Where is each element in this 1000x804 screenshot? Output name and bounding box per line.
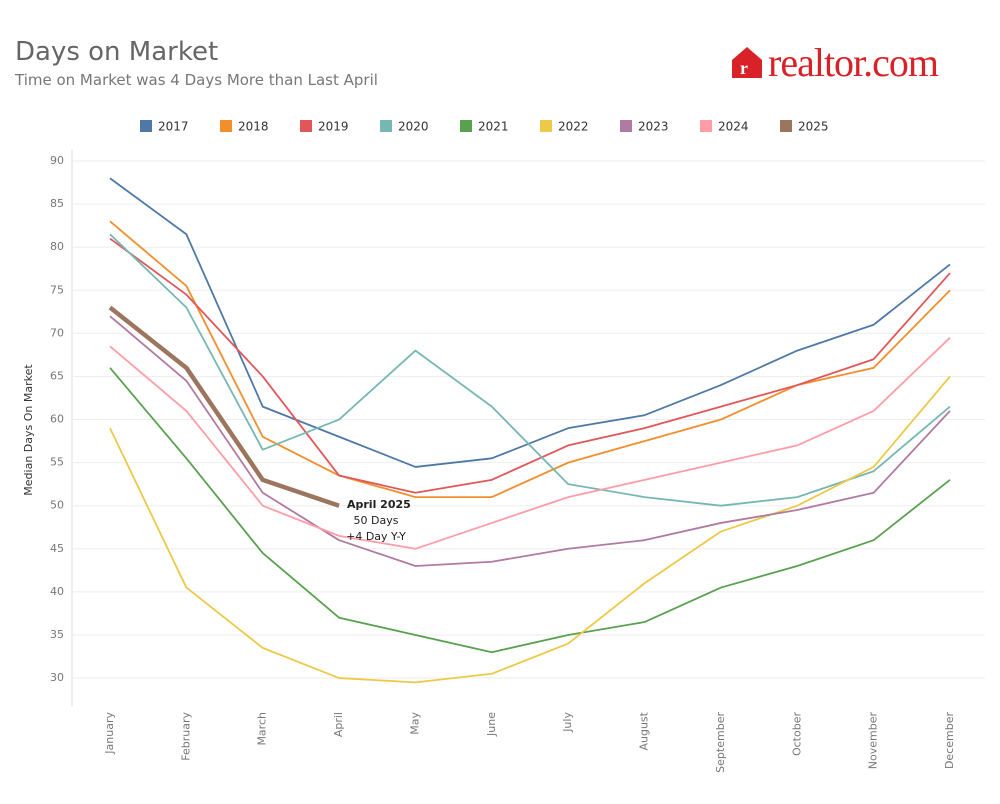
y-tick-label: 70 (50, 326, 64, 339)
y-tick-label: 85 (50, 197, 64, 210)
logo: realtor.com (768, 40, 939, 85)
legend-label: 2019 (318, 120, 349, 134)
legend-swatch (620, 120, 632, 132)
legend-swatch (700, 120, 712, 132)
chart-title: Days on Market (15, 37, 218, 67)
legend-label: 2021 (478, 120, 509, 134)
series-line (109, 375, 951, 684)
legend-swatch (540, 120, 552, 132)
legend-label: 2020 (398, 120, 429, 134)
y-tick-label: 80 (50, 240, 64, 253)
x-tick-label: March (256, 712, 269, 746)
legend-swatch (380, 120, 392, 132)
series-line (109, 237, 951, 494)
x-tick-label: November (867, 712, 880, 770)
legend-label: 2022 (558, 120, 589, 134)
legend-label: 2023 (638, 120, 669, 134)
legend-swatch (460, 120, 472, 132)
y-tick-label: 90 (50, 154, 64, 167)
y-tick-label: 65 (50, 369, 64, 382)
x-tick-label: December (943, 712, 956, 770)
annotation: +4 Day Y-Y (346, 530, 406, 543)
legend-swatch (780, 120, 792, 132)
series-line (108, 305, 340, 508)
legend-label: 2024 (718, 120, 749, 134)
series-line (109, 220, 951, 498)
x-tick-label: October (790, 712, 803, 756)
x-tick-label: May (408, 712, 421, 735)
y-tick-label: 60 (50, 413, 64, 426)
svg-text:r: r (740, 58, 748, 78)
legend-label: 2025 (798, 120, 829, 134)
y-tick-label: 35 (50, 628, 64, 641)
legend-swatch (300, 120, 312, 132)
series-line (109, 367, 951, 654)
y-tick-label: 45 (50, 542, 64, 555)
legend-swatch (220, 120, 232, 132)
annotation: 50 Days (354, 514, 399, 527)
legend-label: 2018 (238, 120, 269, 134)
x-tick-label: January (103, 712, 116, 755)
chart-subtitle: Time on Market was 4 Days More than Last… (14, 71, 378, 89)
x-tick-label: August (638, 711, 651, 750)
y-tick-label: 75 (50, 283, 64, 296)
y-tick-label: 50 (50, 499, 64, 512)
x-tick-label: April (332, 712, 345, 737)
series-line (109, 337, 951, 550)
x-tick-label: June (485, 712, 498, 737)
series-line (109, 233, 951, 507)
y-tick-label: 55 (50, 456, 64, 469)
series-line (109, 315, 951, 567)
x-tick-label: February (179, 712, 192, 761)
x-tick-label: September (714, 712, 727, 773)
y-tick-label: 40 (50, 585, 64, 598)
legend-label: 2017 (158, 120, 189, 134)
series-line (109, 177, 951, 468)
logo-icon: r (732, 47, 762, 78)
y-axis-label: Median Days On Market (22, 364, 35, 496)
annotation: April 2025 (347, 498, 411, 511)
x-tick-label: July (561, 712, 574, 733)
y-tick-label: 30 (50, 671, 64, 684)
legend-swatch (140, 120, 152, 132)
